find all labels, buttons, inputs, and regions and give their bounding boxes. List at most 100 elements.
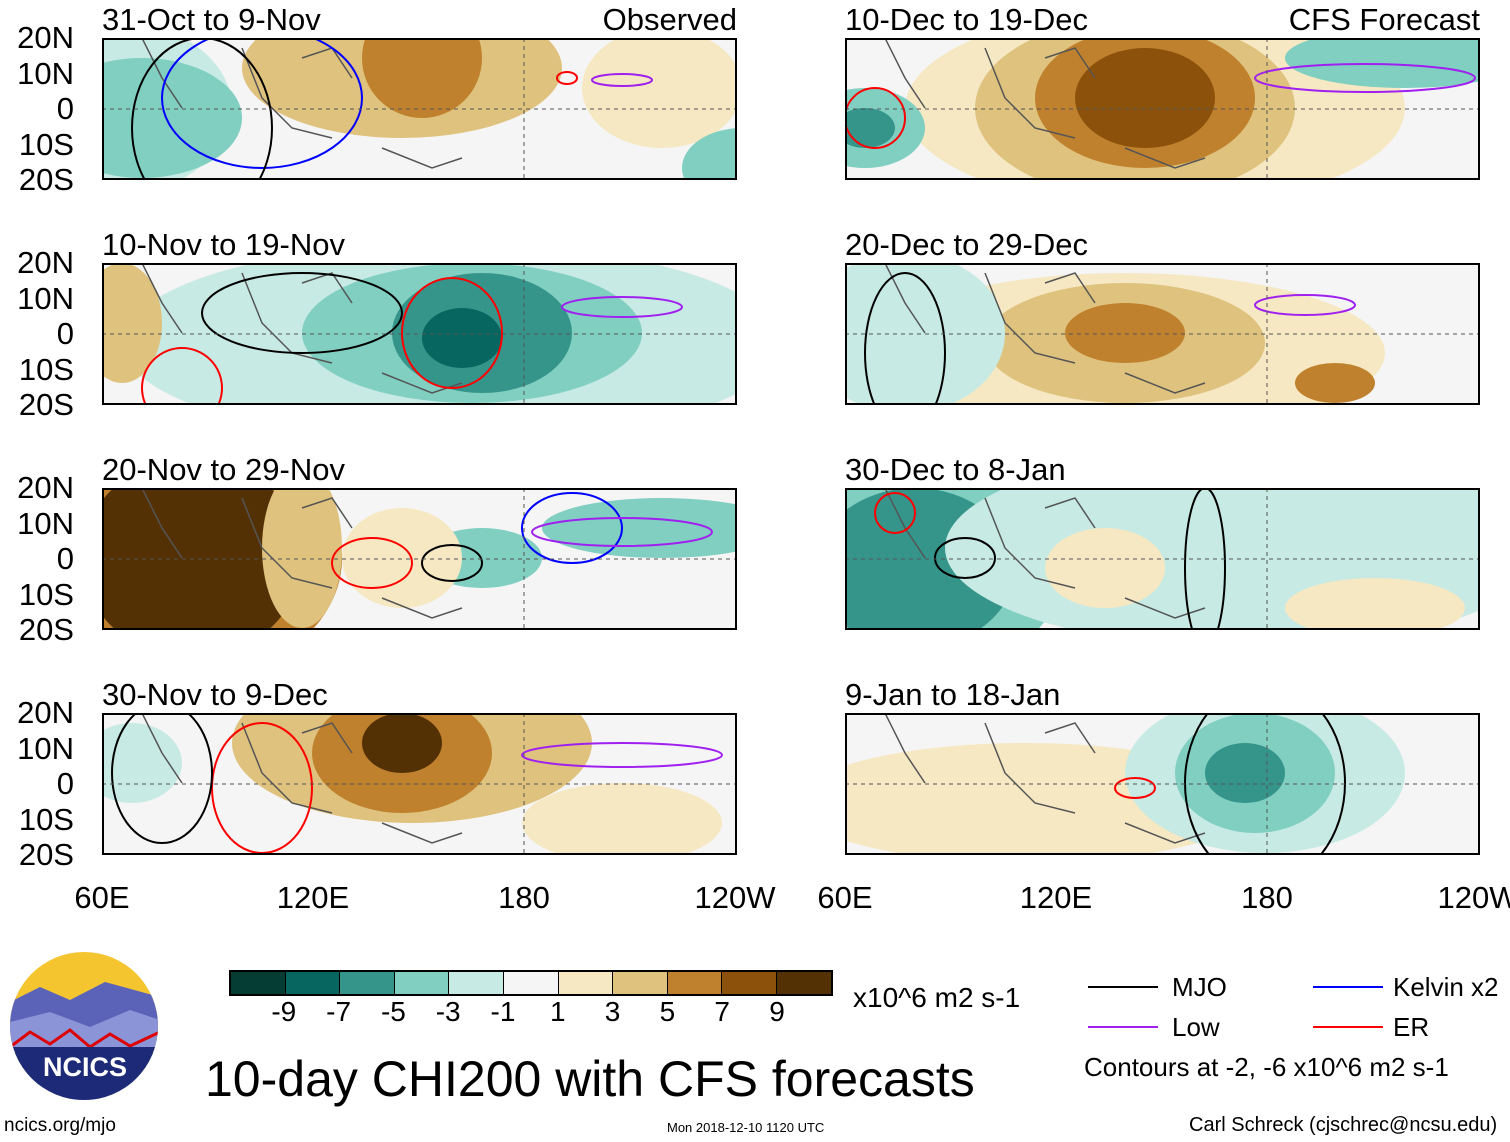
colorbar-swatch [722,972,777,994]
anomaly-region [362,38,482,118]
map-panel [845,263,1480,405]
lat-tick-label: 20S [18,387,74,422]
map-panel [102,263,737,405]
map-panel [845,38,1480,180]
panel-title: 10-Dec to 19-Dec [845,2,1088,37]
wave-contour [1254,63,1476,93]
coastline [884,488,1206,619]
legend-mjo: MJO [1172,972,1227,1002]
wave-contour [331,537,413,589]
lat-tick-label: 20S [18,837,74,872]
lon-tick-label: 120W [1437,880,1510,915]
lat-tick-label: 10S [18,126,74,162]
panel-title: 30-Nov to 9-Dec [102,677,328,712]
legend-kelvin: Kelvin x2 [1393,972,1499,1002]
colorbar-swatch [503,972,559,994]
anomaly-region [845,108,895,148]
anomaly-region [682,128,737,180]
wave-contour [201,272,403,354]
legend-line-low [1088,1026,1158,1028]
coastline [884,263,1206,394]
wave-contour [934,537,996,579]
colorbar-swatch [285,972,341,994]
colorbar-tick-label: -1 [490,996,516,1027]
lat-tick-label: 0 [56,766,74,801]
figure-title: 10-day CHI200 with CFS forecasts [205,1051,975,1107]
lat-tick-label: 10N [17,730,74,766]
map-panel [102,38,737,180]
panel-frame [102,488,737,630]
coastline [141,38,463,169]
colorbar-tick-label: -3 [435,996,461,1027]
anomaly-region [102,263,162,383]
lat-tick-label: 20N [17,470,74,505]
wave-contour [1184,488,1226,630]
source-link[interactable]: ncics.org/mjo [4,1115,116,1136]
anomaly-region [1285,578,1465,630]
colorbar-units: x10^6 m2 s-1 [853,982,1021,1013]
colorbar-swatch [231,972,286,994]
anomaly-region [422,308,502,368]
legend-line-er [1313,1026,1383,1028]
anomaly-region [342,508,462,608]
lon-tick-label: 60E [74,880,130,915]
map-panel [102,713,737,855]
lat-tick-label: 10N [17,280,74,316]
wave-contour [874,492,916,534]
colorbar-tick-label: 5 [659,996,676,1027]
panel-frame [102,713,737,855]
lat-tick-label: 10S [18,801,74,837]
wave-contour [161,38,363,169]
colorbar-swatch [776,972,831,994]
anomaly-region [542,498,737,558]
wave-contour [845,87,906,149]
ncics-logo: NCICS [10,952,158,1100]
wave-contour [111,713,213,844]
colorbar-swatch [340,972,395,994]
anomaly-region [102,723,182,803]
colorbar-tick-label: -9 [271,996,297,1027]
anomaly-region [1075,48,1215,148]
map-panel [845,488,1480,630]
anomaly-region [845,263,1005,405]
colorbar-tick-label: -7 [326,996,352,1027]
lon-tick-label: 120E [1019,880,1093,915]
panel-frame [102,263,737,405]
wave-contour [1114,777,1156,799]
lon-tick-label: 120E [276,880,350,915]
panel-title: 10-Nov to 19-Nov [102,227,345,262]
lat-tick-label: 20N [17,245,74,280]
anomaly-region [262,488,342,628]
panel-title: 30-Dec to 8-Jan [845,452,1066,487]
anomaly-region [522,783,722,855]
coastline [884,713,1206,844]
panel-frame [845,263,1480,405]
anomaly-region [1045,528,1165,608]
anomaly-region [102,58,242,178]
lat-tick-label: 20S [18,162,74,197]
timestamp: Mon 2018-12-10 1120 UTC [667,1120,825,1135]
wave-contour [556,71,578,85]
anomaly-region [1065,303,1185,363]
panel-label: Observed [602,2,737,37]
panel-title: 9-Jan to 18-Jan [845,677,1061,712]
colorbar-tick-label: 3 [604,996,621,1027]
anomaly-region [1205,743,1285,803]
colorbar-tick-label: -5 [380,996,406,1027]
coastline [884,38,1206,169]
lat-tick-label: 20N [17,20,74,55]
coastline [141,488,463,619]
map-panel [845,713,1480,855]
panel-frame [845,38,1480,180]
colorbar-swatch [613,972,668,994]
lon-tick-label: 60E [817,880,873,915]
panel-frame [845,713,1480,855]
wave-contour [561,296,683,318]
svg-text:NCICS: NCICS [43,1052,127,1082]
wave-contour [1184,713,1346,855]
lon-tick-label: 180 [498,880,550,915]
legend-line-kelvin [1313,986,1383,988]
coastline [141,713,463,844]
wave-contour [1254,294,1356,316]
lat-tick-label: 10S [18,576,74,612]
